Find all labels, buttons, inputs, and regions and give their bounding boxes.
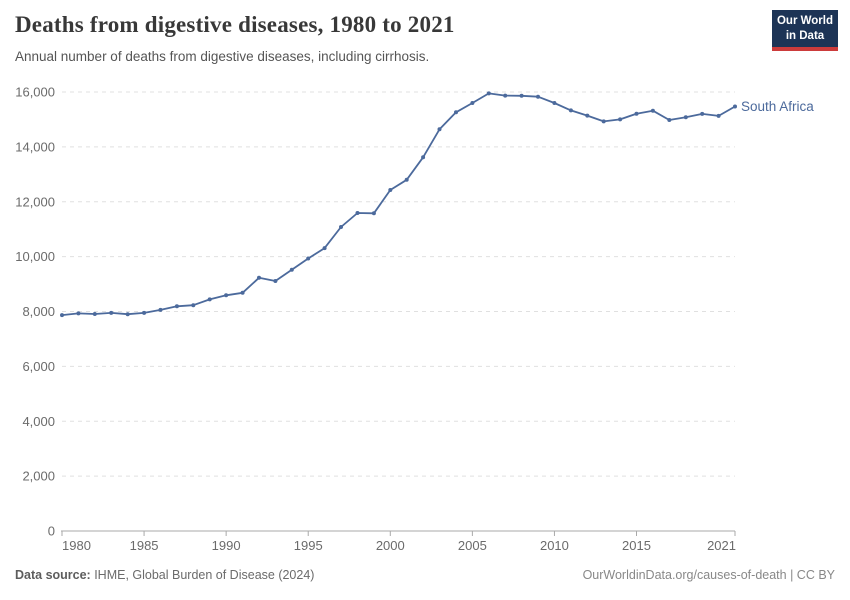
data-point[interactable] <box>618 117 623 122</box>
y-tick-label: 4,000 <box>22 414 55 429</box>
owid-logo-line2: in Data <box>785 29 825 42</box>
data-point[interactable] <box>76 311 81 316</box>
y-tick-label: 0 <box>48 524 55 539</box>
data-point[interactable] <box>306 256 311 261</box>
data-point[interactable] <box>109 310 114 315</box>
data-point[interactable] <box>388 188 393 192</box>
y-tick-label: 12,000 <box>15 194 55 209</box>
x-tick-label: 2005 <box>458 538 487 553</box>
data-point[interactable] <box>240 290 245 295</box>
data-source-label: Data source: <box>15 568 91 582</box>
data-point[interactable] <box>667 118 672 122</box>
data-point[interactable] <box>404 177 409 182</box>
x-tick-label: 1990 <box>212 538 241 553</box>
data-point[interactable] <box>322 246 327 251</box>
x-tick-label: 2015 <box>622 538 651 553</box>
data-point[interactable] <box>257 275 261 280</box>
data-point[interactable] <box>683 115 688 120</box>
data-point[interactable] <box>437 127 442 132</box>
data-point[interactable] <box>650 108 655 113</box>
data-point[interactable] <box>486 91 491 96</box>
data-point[interactable] <box>92 312 97 316</box>
y-tick-label: 10,000 <box>15 249 55 264</box>
data-point[interactable] <box>371 211 376 216</box>
data-point[interactable] <box>207 297 212 302</box>
x-tick-label: 1985 <box>130 538 159 553</box>
data-point[interactable] <box>289 267 294 272</box>
chart-footer: Data source: IHME, Global Burden of Dise… <box>15 568 835 582</box>
data-point[interactable] <box>224 293 229 298</box>
data-point[interactable] <box>536 94 540 99</box>
data-point[interactable] <box>634 111 639 116</box>
data-point[interactable] <box>568 108 573 113</box>
data-point[interactable] <box>601 119 606 124</box>
owid-logo-line1: Our World <box>776 15 833 28</box>
data-source-note: Data source: IHME, Global Burden of Dise… <box>15 568 314 582</box>
data-point[interactable] <box>700 111 705 116</box>
data-point[interactable] <box>273 279 278 283</box>
y-tick-label: 14,000 <box>15 139 55 154</box>
data-source-text: IHME, Global Burden of Disease (2024) <box>90 568 315 582</box>
data-point[interactable] <box>470 101 475 105</box>
x-tick-label: 1980 <box>62 538 91 553</box>
x-tick-label: 2010 <box>540 538 569 553</box>
data-point[interactable] <box>339 225 343 229</box>
series-line[interactable] <box>61 92 736 317</box>
data-point[interactable] <box>60 313 64 318</box>
y-tick-label: 16,000 <box>15 85 55 100</box>
data-point[interactable] <box>733 104 737 109</box>
data-point[interactable] <box>421 155 426 160</box>
data-point[interactable] <box>503 93 508 98</box>
data-point[interactable] <box>716 113 721 118</box>
x-tick-label: 2021 <box>707 538 736 553</box>
chart-subtitle: Annual number of deaths from digestive d… <box>15 49 430 64</box>
page-title: Deaths from digestive diseases, 1980 to … <box>15 12 455 37</box>
y-tick-label: 2,000 <box>22 469 55 484</box>
data-point[interactable] <box>355 211 360 215</box>
data-point[interactable] <box>158 307 163 312</box>
data-point[interactable] <box>125 312 130 317</box>
data-point[interactable] <box>519 93 524 98</box>
data-point[interactable] <box>174 304 179 309</box>
data-point[interactable] <box>552 101 557 105</box>
series-label[interactable]: South Africa <box>741 99 814 114</box>
x-tick-label: 2000 <box>376 538 405 553</box>
credit-link[interactable]: OurWorldinData.org/causes-of-death | CC … <box>582 568 835 582</box>
data-point[interactable] <box>454 110 458 115</box>
y-tick-label: 8,000 <box>22 304 55 319</box>
owid-logo[interactable]: Our World in Data <box>772 10 838 51</box>
data-point[interactable] <box>142 310 147 315</box>
y-tick-label: 6,000 <box>22 359 55 374</box>
x-tick-label: 1995 <box>294 538 323 553</box>
data-point[interactable] <box>191 303 196 308</box>
data-point[interactable] <box>585 113 590 118</box>
